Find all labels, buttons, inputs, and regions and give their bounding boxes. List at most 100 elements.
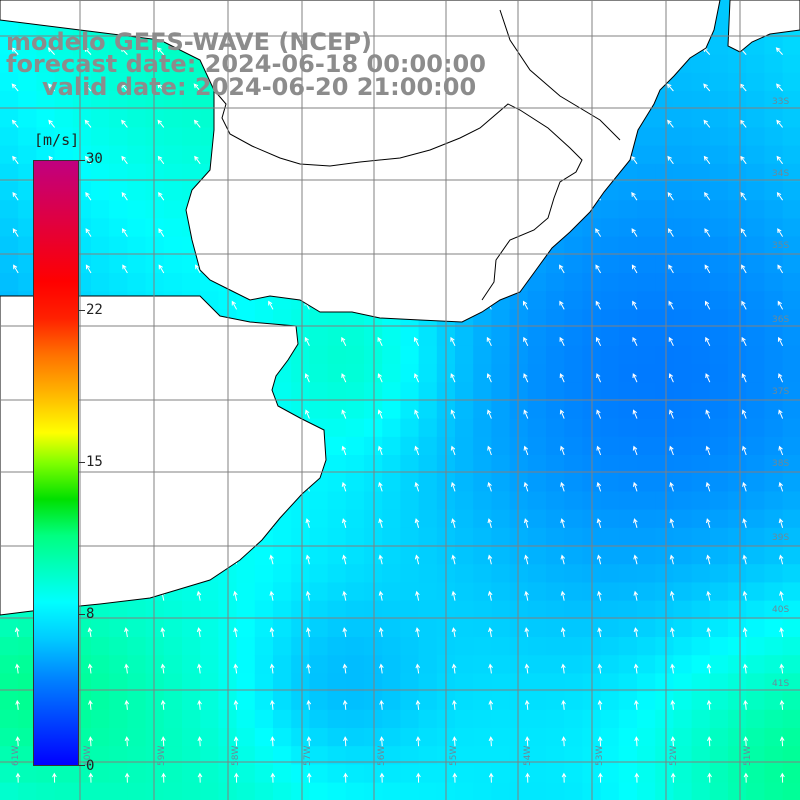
wind-cell <box>400 764 420 784</box>
wind-cell <box>600 618 620 638</box>
land-south <box>0 295 327 616</box>
wind-arrow <box>415 590 420 601</box>
wind-cell <box>91 782 110 800</box>
wind-cell <box>455 582 474 602</box>
wind-cell <box>91 127 110 147</box>
wind-cell <box>509 655 529 674</box>
wind-cell <box>382 546 401 565</box>
wind-cell <box>782 36 800 56</box>
wind-cell <box>618 764 638 784</box>
wind-cell <box>600 764 620 784</box>
wind-cell <box>309 691 329 711</box>
wind-cell <box>691 455 711 474</box>
wind-cell <box>418 709 438 729</box>
wind-cell <box>18 200 37 219</box>
wind-cell <box>655 691 674 711</box>
wind-cell <box>473 582 492 602</box>
wind-cell <box>473 691 492 711</box>
wind-arrow <box>377 445 383 456</box>
wind-cell <box>145 637 165 656</box>
wind-arrow <box>197 663 202 674</box>
wind-cell <box>709 254 729 274</box>
wind-cell <box>709 673 729 693</box>
wind-cell <box>109 600 128 620</box>
wind-cell <box>254 618 274 638</box>
wind-cell <box>418 600 438 620</box>
wind-cell <box>145 746 165 765</box>
wind-cell <box>691 382 711 401</box>
wind-arrow <box>741 336 747 347</box>
wind-cell <box>728 163 747 183</box>
wind-cell <box>546 691 565 711</box>
wind-cell <box>182 764 201 784</box>
wind-arrow <box>669 445 674 456</box>
wind-cell <box>782 400 800 420</box>
wind-cell <box>564 564 583 583</box>
wind-cell <box>600 327 620 347</box>
wind-cell <box>291 527 310 547</box>
wind-arrow <box>706 554 711 565</box>
wind-cell <box>382 400 401 420</box>
wind-arrow <box>743 699 748 710</box>
wind-arrow <box>157 119 165 128</box>
wind-cell <box>673 72 693 92</box>
wind-cell <box>364 546 383 565</box>
colorbar-tick <box>79 462 85 463</box>
wind-cell <box>236 746 256 765</box>
wind-cell <box>600 364 620 383</box>
wind-arrow <box>561 736 567 747</box>
wind-cell <box>400 455 420 474</box>
wind-cell <box>309 527 329 547</box>
wind-cell <box>455 418 474 438</box>
wind-cell <box>491 673 511 693</box>
wind-cell <box>182 163 201 183</box>
wind-arrow <box>595 300 602 310</box>
wind-cell <box>491 382 511 401</box>
wind-cell <box>691 618 711 638</box>
wind-cell <box>564 309 583 329</box>
wind-cell <box>655 455 674 474</box>
wind-cell <box>0 254 19 274</box>
wind-arrow <box>778 373 784 383</box>
wind-cell <box>418 564 438 583</box>
wind-cell <box>345 382 365 401</box>
wind-arrow <box>124 772 130 783</box>
wind-cell <box>564 418 583 438</box>
wind-arrow <box>742 554 748 565</box>
wind-cell <box>673 218 693 238</box>
wind-cell <box>655 109 674 128</box>
wind-cell <box>309 728 329 747</box>
wind-arrow <box>525 736 530 747</box>
wind-cell <box>637 655 656 674</box>
wind-arrow <box>705 481 711 492</box>
wind-arrow <box>52 772 57 783</box>
wind-cell <box>91 182 110 201</box>
wind-cell <box>455 564 474 583</box>
wind-cell <box>691 746 711 765</box>
wind-cell <box>345 418 365 438</box>
wind-cell <box>637 218 656 238</box>
wind-cell <box>291 345 310 365</box>
wind-cell <box>473 600 492 620</box>
wind-cell <box>564 527 583 547</box>
wind-cell <box>728 582 747 602</box>
wind-arrow <box>633 518 638 528</box>
wind-cell <box>400 691 420 711</box>
wind-cell <box>18 72 37 92</box>
wind-cell <box>127 145 147 165</box>
wind-arrow <box>488 772 494 783</box>
wind-cell <box>691 709 711 729</box>
wind-cell <box>746 655 765 674</box>
wind-cell <box>709 345 729 365</box>
wind-cell <box>127 163 147 183</box>
wind-cell <box>345 600 365 620</box>
wind-arrow <box>84 83 92 92</box>
wind-cell <box>418 618 438 638</box>
wind-cell <box>455 327 474 347</box>
wind-cell <box>637 637 656 656</box>
wind-cell <box>18 655 37 674</box>
wind-cell <box>764 709 784 729</box>
wind-cell <box>36 109 56 128</box>
wind-cell <box>491 345 511 365</box>
wind-cell <box>200 709 219 729</box>
